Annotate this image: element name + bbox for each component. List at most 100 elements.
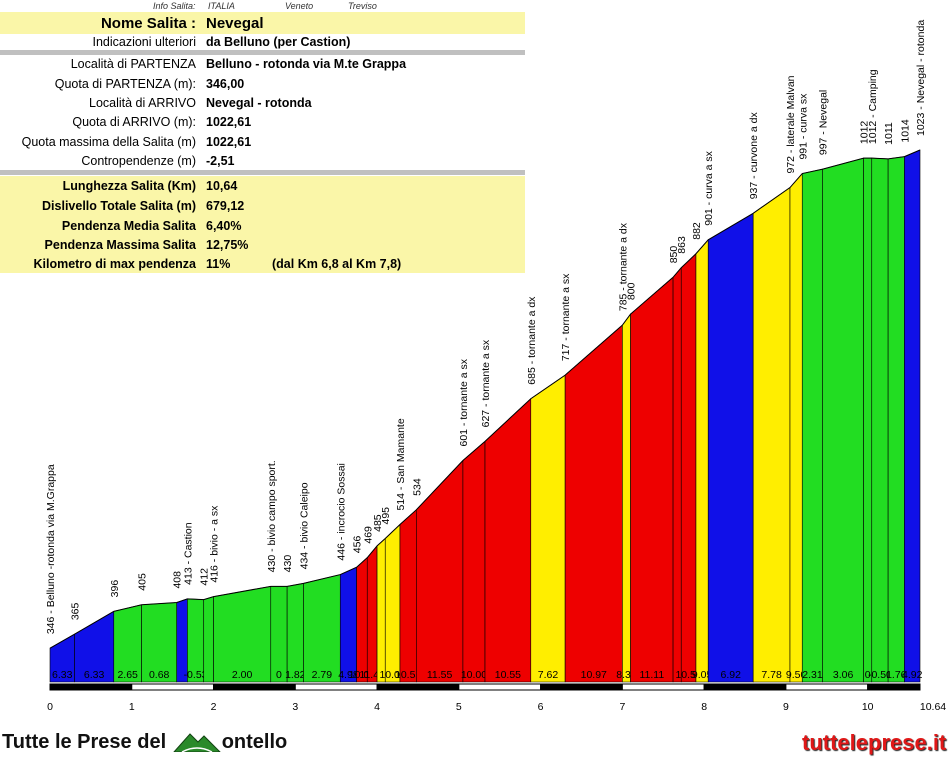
x-tick-label: 3 xyxy=(292,701,298,713)
km-scale-block xyxy=(294,683,378,691)
point-label: 785 - tornante a dx xyxy=(617,222,629,311)
segment-grade-label: 7.78 xyxy=(761,669,782,681)
info-row: Contropendenze (m) -2,51 xyxy=(0,151,525,170)
profile-segment xyxy=(203,596,214,683)
profile-segment xyxy=(863,157,873,683)
segment-grade-label: 2.65 xyxy=(117,669,138,681)
segment-grade-label: 4.92 xyxy=(902,669,923,681)
info-row: Nome Salita : Nevegal xyxy=(0,12,525,34)
profile-segment xyxy=(752,186,791,683)
point-label: 495 xyxy=(380,507,392,525)
km-scale-block xyxy=(49,683,133,691)
info-value: 6,40% xyxy=(206,218,242,233)
point-label: 430 xyxy=(282,555,294,573)
x-tick-label: 4 xyxy=(374,701,380,713)
mountain-logo-icon xyxy=(173,733,221,752)
point-label: 446 - incrocio Sossai xyxy=(335,463,347,560)
point-label: 882 xyxy=(691,222,703,240)
point-label: 430 - bivio campo sport. xyxy=(266,460,278,572)
km-scale-block xyxy=(213,683,296,691)
point-label: 717 - tornante a sx xyxy=(560,273,572,361)
x-tick-label: 7 xyxy=(619,701,625,713)
point-label: 469 xyxy=(362,526,374,544)
info-value: da Belluno (per Castion) xyxy=(206,34,351,49)
info-value: 10,64 xyxy=(206,179,238,193)
point-label: 413 - Castion xyxy=(182,522,194,585)
profile-segment xyxy=(695,238,709,683)
info-value: 346,00 xyxy=(206,76,245,91)
info-row: Quota di ARRIVO (m): 1022,61 xyxy=(0,112,525,131)
point-label: 1011 xyxy=(883,122,895,145)
info-label: Pendenza Media Salita xyxy=(61,218,196,233)
profile-segment xyxy=(270,586,288,683)
profile-segment xyxy=(789,172,803,683)
segment-grade-label: 2.31 xyxy=(802,669,823,681)
info-value: Belluno - rotonda via M.te Grappa xyxy=(206,56,407,71)
km-scale-block xyxy=(376,683,460,691)
point-label: 972 - laterale Malvan xyxy=(785,75,797,173)
profile-segment xyxy=(904,149,921,683)
km-scale-block xyxy=(703,683,787,691)
segment-grade-label: 9.50 xyxy=(786,669,807,681)
profile-segment xyxy=(871,157,889,683)
profile-segment xyxy=(286,583,304,683)
point-label: 534 xyxy=(411,478,423,496)
point-label: 412 xyxy=(199,568,211,586)
profile-segment xyxy=(530,374,566,683)
profile-outline xyxy=(49,149,921,649)
profile-segment xyxy=(384,523,401,683)
profile-segment xyxy=(622,313,631,683)
info-label: Quota di PARTENZA (m): xyxy=(54,76,196,91)
segment-grade-label: 3.06 xyxy=(833,669,854,681)
info-label: Quota di ARRIVO (m): xyxy=(72,114,196,129)
info-label: Pendenza Massima Salita xyxy=(44,237,196,252)
profile-segment xyxy=(484,398,532,683)
point-label: 405 xyxy=(137,573,149,591)
info-value: 12,75% xyxy=(206,237,249,252)
segment-grade-label: 1.76 xyxy=(886,669,907,681)
x-tick-label: 5 xyxy=(456,701,462,713)
info-value: 11% xyxy=(206,256,231,271)
x-tick-label: 2 xyxy=(211,701,217,713)
info-extra: (dal Km 6,8 al Km 7,8) xyxy=(272,256,402,271)
info-label: Località di PARTENZA xyxy=(70,56,196,71)
info-separator xyxy=(0,170,525,175)
segment-grade-label: 2.79 xyxy=(312,669,333,681)
x-tick-label: 6 xyxy=(538,701,544,713)
point-label: 997 - Nevegal xyxy=(818,90,830,155)
segment-grade-label: 10.97 xyxy=(581,669,607,681)
profile-segment xyxy=(680,253,697,683)
info-row: Pendenza Massima Salita 12,75% xyxy=(0,235,525,254)
brand-text-1: Tutte le Prese del xyxy=(2,731,167,753)
segment-grade-label: -0.50 xyxy=(868,669,892,681)
info-row: Quota massima della Salita (m) 1022,61 xyxy=(0,132,525,151)
point-label: 416 - bivio - a sx xyxy=(209,505,221,583)
info-value: Nevegal - rotonda xyxy=(206,95,312,110)
info-value: 1022,61 xyxy=(206,114,252,129)
profile-segment xyxy=(213,585,272,683)
info-label: Indicazioni ulteriori xyxy=(92,34,196,49)
point-label: 365 xyxy=(70,602,82,620)
brand-site-name: tutteleprese.it xyxy=(802,730,947,755)
point-label: 1014 xyxy=(899,119,911,143)
segment-grade-label: 1.82 xyxy=(285,669,306,681)
info-header: Info Salita: ITALIA Veneto Treviso xyxy=(0,1,525,12)
info-header-label: Info Salita: xyxy=(153,1,196,11)
segment-grade-label: 6.33 xyxy=(52,669,73,681)
point-label: 627 - tornante a sx xyxy=(480,339,492,427)
info-value: Nevegal xyxy=(206,14,264,32)
segment-grade-label: 6.33 xyxy=(84,669,105,681)
info-label: Quota massima della Salita (m) xyxy=(21,134,196,149)
x-tick-label: 0 xyxy=(47,701,53,713)
segment-grade-label: 0 xyxy=(276,669,282,681)
point-label: 514 - San Mamante xyxy=(395,418,407,510)
point-label: 850 xyxy=(668,246,680,264)
brand-text-2: ontello xyxy=(221,731,288,753)
info-row: Località di ARRIVO Nevegal - rotonda xyxy=(0,93,525,112)
info-label: Contropendenze (m) xyxy=(81,153,196,168)
info-label: Dislivello Totale Salita (m) xyxy=(42,199,196,213)
segment-grade-label: 4.98 xyxy=(338,669,359,681)
info-label: Nome Salita : xyxy=(100,14,196,32)
info-row: Indicazioni ulteriori da Belluno (per Cas… xyxy=(0,32,525,51)
profile-segment xyxy=(303,574,341,683)
